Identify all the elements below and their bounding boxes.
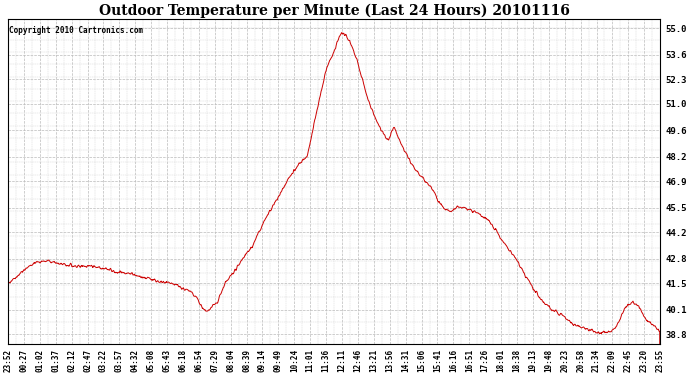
Text: Copyright 2010 Cartronics.com: Copyright 2010 Cartronics.com (9, 26, 144, 34)
Title: Outdoor Temperature per Minute (Last 24 Hours) 20101116: Outdoor Temperature per Minute (Last 24 … (99, 3, 569, 18)
